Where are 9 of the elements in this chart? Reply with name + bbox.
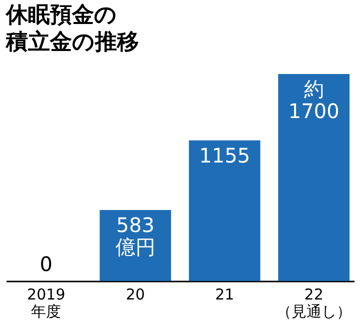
data-label: 583 億円 bbox=[115, 213, 156, 260]
x-tick-label: 2019 年度 bbox=[27, 286, 66, 320]
chart-title: 休眠預金の積立金の推移 bbox=[5, 3, 139, 55]
data-label: 0 bbox=[40, 252, 53, 276]
data-label: 約 1700 bbox=[288, 77, 340, 123]
x-tick-label: 21 bbox=[215, 286, 234, 304]
x-tick-label: 22 （見通し） bbox=[276, 286, 352, 320]
x-tick-label: 20 bbox=[126, 286, 145, 304]
data-label: 1155 bbox=[199, 143, 250, 168]
